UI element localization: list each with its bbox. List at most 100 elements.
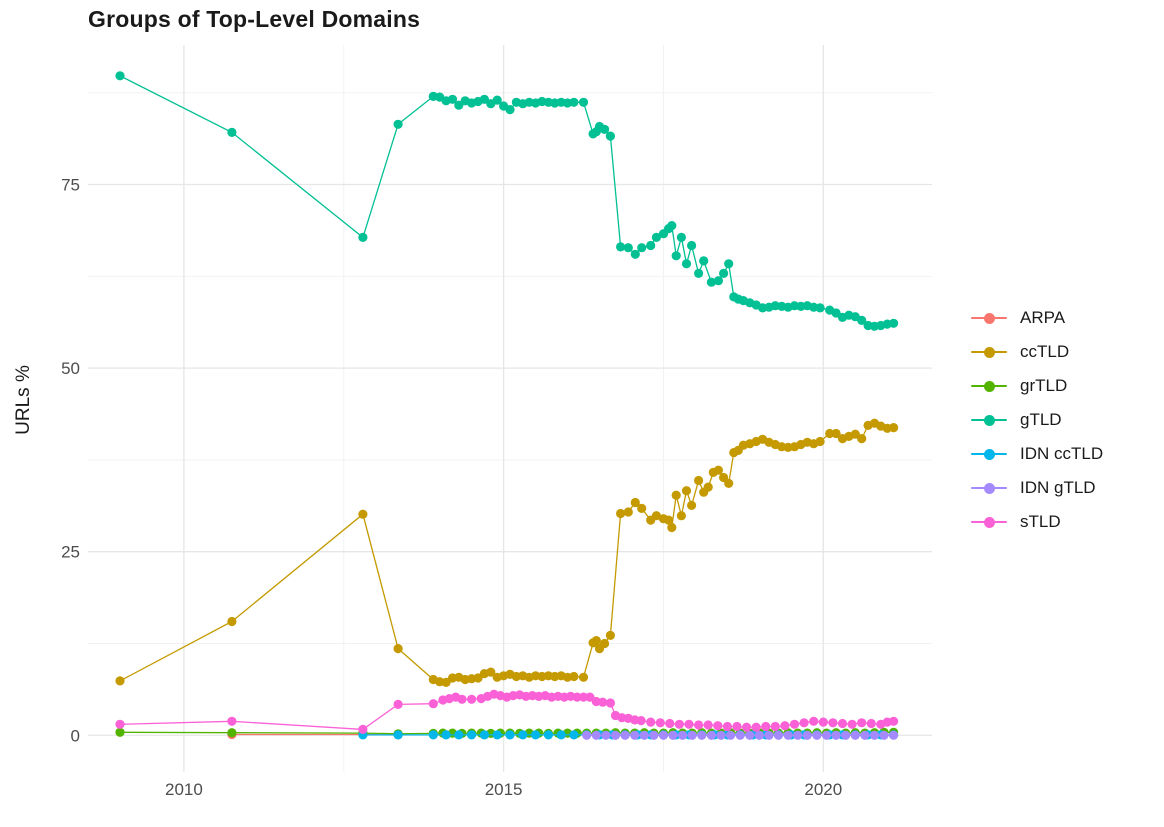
data-point: [681, 259, 692, 269]
data-point: [694, 268, 704, 278]
data-point: [572, 692, 582, 702]
data-point: [719, 268, 729, 278]
data-point: [681, 486, 692, 496]
legend-dot-icon: [983, 312, 995, 324]
data-point: [687, 730, 697, 740]
data-point: [857, 718, 867, 728]
data-point: [518, 730, 528, 740]
data-point: [358, 232, 368, 242]
data-point: [605, 131, 616, 141]
data-point: [582, 730, 592, 740]
data-point: [441, 730, 451, 740]
data-point: [479, 94, 489, 104]
legend-label: ccTLD: [1020, 342, 1070, 361]
data-point: [828, 718, 838, 728]
data-point: [713, 721, 723, 731]
data-point: [358, 509, 368, 519]
data-point: [505, 105, 515, 115]
data-point: [486, 667, 496, 677]
data-point: [473, 673, 483, 683]
data-point: [671, 251, 681, 261]
data-point: [667, 522, 677, 533]
legend-item-gTLD: gTLD: [971, 403, 1103, 437]
data-point: [674, 719, 685, 729]
legend-dot-icon: [983, 380, 995, 392]
chart-title: Groups of Top-Level Domains: [88, 6, 421, 32]
series-ccTLD: [115, 418, 899, 688]
data-point: [713, 465, 724, 475]
data-point: [815, 303, 825, 313]
data-point: [754, 730, 765, 740]
data-point: [831, 428, 841, 439]
data-point: [636, 716, 646, 726]
data-point: [783, 730, 793, 740]
data-point: [678, 730, 688, 740]
data-point: [703, 720, 713, 730]
data-point: [467, 730, 477, 740]
data-point: [605, 630, 616, 641]
legend-label: gTLD: [1020, 410, 1062, 429]
data-point: [393, 119, 403, 129]
data-point: [841, 730, 851, 740]
data-point: [637, 243, 647, 253]
y-tick-label: 25: [61, 543, 80, 562]
data-point: [745, 730, 755, 740]
data-point: [732, 721, 742, 732]
data-point: [799, 718, 809, 728]
data-point: [857, 315, 867, 325]
legend-dot-icon: [983, 448, 995, 460]
legend-item-IDN-gTLD: IDN gTLD: [971, 471, 1103, 505]
data-point: [569, 97, 579, 107]
data-point: [630, 730, 640, 740]
x-tick-label: 2020: [804, 780, 842, 799]
data-point: [639, 730, 649, 740]
legend-dot-icon: [983, 516, 995, 528]
data-point: [694, 475, 704, 486]
data-point: [623, 243, 633, 253]
data-point: [115, 71, 125, 81]
data-point: [578, 672, 589, 682]
data-point: [793, 730, 803, 740]
legend-marker-icon: [971, 513, 1007, 531]
data-point: [616, 508, 626, 519]
legend-dot-icon: [983, 482, 995, 494]
data-point: [802, 730, 812, 740]
data-point: [115, 727, 125, 737]
data-point: [770, 721, 780, 732]
data-point: [591, 730, 601, 740]
gridlines: [88, 45, 932, 772]
data-point: [457, 694, 467, 704]
data-point: [393, 644, 403, 654]
data-point: [115, 676, 125, 686]
data-point: [668, 730, 678, 740]
data-point: [724, 478, 734, 488]
data-point: [706, 730, 717, 740]
data-point: [569, 671, 579, 682]
series-sTLD: [115, 689, 899, 735]
data-point: [676, 232, 687, 242]
legend-marker-icon: [971, 445, 1007, 463]
data-point: [227, 616, 237, 627]
data-point: [601, 730, 611, 740]
data-point: [630, 249, 640, 259]
data-point: [735, 730, 745, 740]
data-point: [569, 730, 579, 740]
data-point: [857, 434, 867, 444]
data-point: [716, 730, 726, 740]
data-point: [671, 490, 681, 500]
legend-dot-icon: [983, 346, 995, 358]
data-point: [889, 318, 899, 328]
data-point: [598, 697, 608, 707]
legend-label: grTLD: [1020, 376, 1068, 395]
data-point: [726, 730, 736, 740]
series-gTLD: [115, 71, 899, 331]
data-point: [428, 730, 438, 740]
data-point: [646, 717, 656, 727]
data-point: [742, 722, 752, 732]
data-point: [358, 724, 368, 735]
data-point: [600, 124, 610, 134]
data-point: [821, 730, 832, 740]
data-point: [454, 100, 464, 110]
data-point: [605, 698, 616, 708]
